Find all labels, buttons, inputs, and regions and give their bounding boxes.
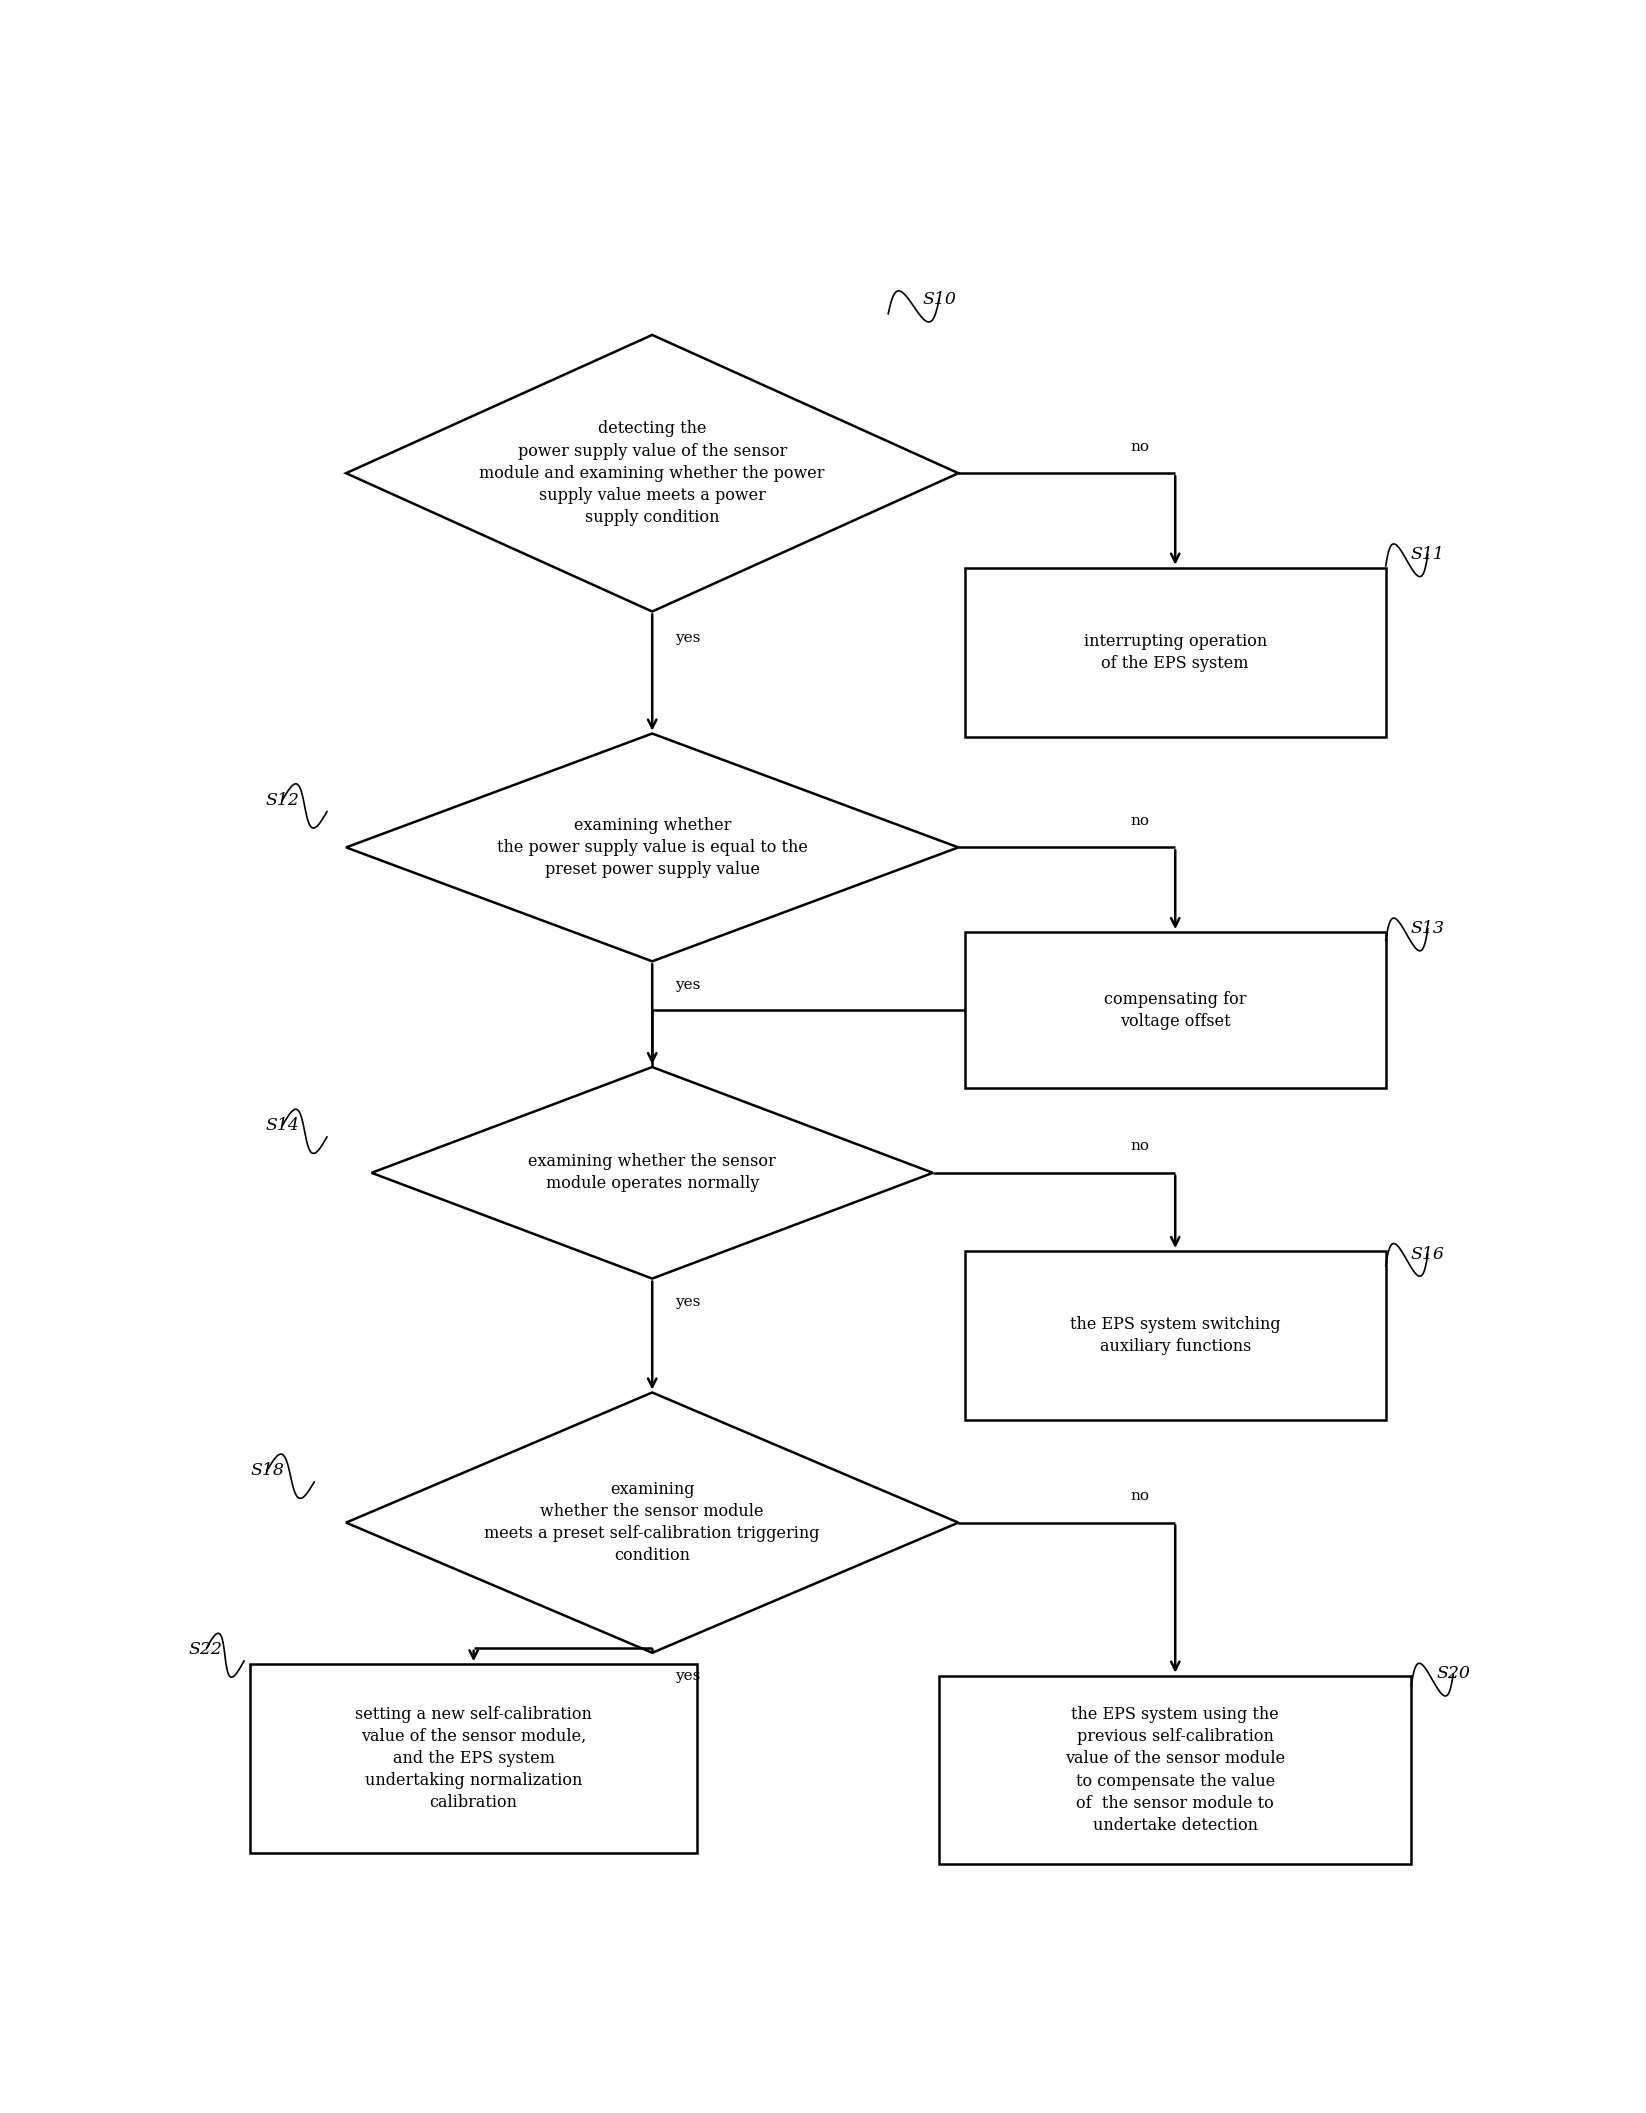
Text: S13: S13 <box>1411 921 1445 938</box>
Text: examining whether
the power supply value is equal to the
preset power supply val: examining whether the power supply value… <box>497 818 808 879</box>
Text: S12: S12 <box>265 792 300 809</box>
Bar <box>965 568 1386 737</box>
Bar <box>965 1251 1386 1420</box>
Text: yes: yes <box>675 1669 701 1684</box>
Text: examining whether the sensor
module operates normally: examining whether the sensor module oper… <box>528 1154 777 1192</box>
Polygon shape <box>346 733 958 961</box>
Text: interrupting operation
of the EPS system: interrupting operation of the EPS system <box>1083 632 1267 672</box>
Bar <box>940 1676 1411 1864</box>
Bar <box>250 1665 696 1853</box>
Text: examining
whether the sensor module
meets a preset self-calibration triggering
c: examining whether the sensor module meet… <box>484 1481 820 1564</box>
Text: no: no <box>1131 1139 1151 1154</box>
Text: compensating for
voltage offset: compensating for voltage offset <box>1104 991 1246 1029</box>
Text: the EPS system using the
previous self-calibration
value of the sensor module
to: the EPS system using the previous self-c… <box>1065 1705 1286 1834</box>
Text: detecting the
power supply value of the sensor
module and examining whether the : detecting the power supply value of the … <box>479 420 825 526</box>
Polygon shape <box>372 1067 933 1278</box>
Text: S11: S11 <box>1411 545 1445 562</box>
Text: yes: yes <box>675 632 701 644</box>
Text: yes: yes <box>675 978 701 991</box>
Text: S20: S20 <box>1437 1665 1470 1682</box>
Text: S10: S10 <box>922 292 956 308</box>
Polygon shape <box>346 334 958 611</box>
Bar <box>965 932 1386 1088</box>
Text: no: no <box>1131 440 1151 454</box>
Text: S18: S18 <box>250 1462 283 1479</box>
Text: S16: S16 <box>1411 1247 1445 1264</box>
Text: no: no <box>1131 814 1151 828</box>
Polygon shape <box>346 1392 958 1652</box>
Text: yes: yes <box>675 1295 701 1308</box>
Text: setting a new self-calibration
value of the sensor module,
and the EPS system
un: setting a new self-calibration value of … <box>356 1705 593 1811</box>
Text: S22: S22 <box>189 1642 222 1659</box>
Text: no: no <box>1131 1490 1151 1502</box>
Text: S14: S14 <box>265 1118 300 1135</box>
Text: the EPS system switching
auxiliary functions: the EPS system switching auxiliary funct… <box>1070 1316 1281 1354</box>
